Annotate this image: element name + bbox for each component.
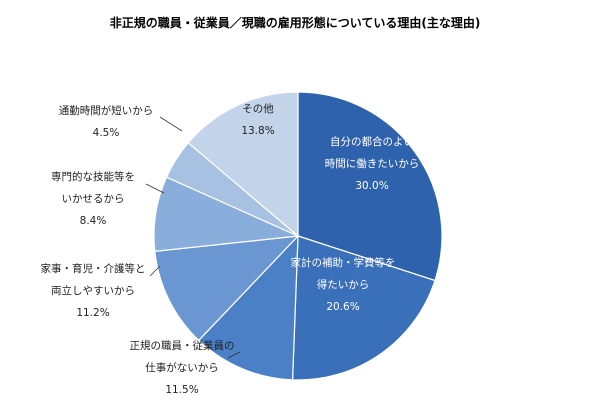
slice-name-label-7: その他 [242, 102, 274, 115]
slice-name-label-5: 専門的な技能等を [51, 170, 135, 183]
slice-value-label-2: 20.6% [326, 301, 359, 313]
pie-slice-7 [187, 91, 299, 238]
slice-name-label-4: 両立しやすいから [51, 284, 135, 297]
pie-slices [153, 91, 443, 381]
slice-value-label-1: 30.0% [355, 180, 388, 192]
slice-name-label-2: 家計の補助・学費等を [291, 256, 396, 269]
slice-name-label-2: 得たいから [317, 279, 370, 291]
pie-slice-2 [291, 235, 436, 381]
slice-name-label-5: いかせるから [62, 193, 125, 205]
leader-line-5 [145, 183, 165, 194]
slice-name-label-1: 自分の都合のよい [330, 135, 414, 148]
slice-name-label-4: 家事・育児・介護等と [41, 262, 146, 275]
slice-value-label-4: 11.2% [76, 307, 109, 319]
slice-name-label-3: 正規の職員・従業員の [130, 339, 235, 352]
pie-slice-4 [154, 235, 300, 342]
leader-line-4 [149, 265, 161, 277]
leader-line-6 [159, 116, 183, 132]
slice-value-label-3: 11.5% [165, 384, 198, 396]
pie-slice-3 [197, 234, 299, 381]
slice-name-label-3: 仕事がないから [145, 361, 219, 374]
slice-name-label-1: 時間に働きたいから [325, 157, 420, 170]
slice-value-label-6: 4.5% [93, 127, 120, 139]
slice-value-label-7: 13.8% [241, 125, 274, 137]
chart-title: 非正規の職員・従業員／現職の雇用形態についている理由(主な理由) [110, 15, 481, 30]
slice-name-label-6: 通勤時間が短いから [59, 104, 154, 117]
slice-value-label-5: 8.4% [80, 215, 107, 227]
leader-line-3 [227, 351, 241, 359]
pie-slice-1 [297, 91, 443, 282]
leader-lines [145, 116, 241, 359]
